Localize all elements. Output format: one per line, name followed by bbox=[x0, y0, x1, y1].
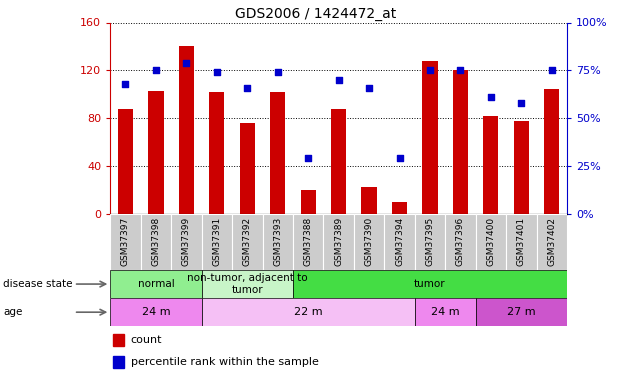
Bar bbox=[293, 270, 567, 298]
Text: disease state: disease state bbox=[3, 279, 72, 289]
Text: normal: normal bbox=[137, 279, 175, 289]
Bar bbox=[202, 270, 293, 298]
Bar bbox=[110, 270, 202, 298]
Text: GSM37392: GSM37392 bbox=[243, 216, 252, 266]
Text: non-tumor, adjacent to
tumor: non-tumor, adjacent to tumor bbox=[187, 273, 307, 295]
Bar bbox=[415, 214, 445, 270]
Bar bbox=[232, 214, 263, 270]
Text: 22 m: 22 m bbox=[294, 307, 323, 317]
Point bbox=[486, 94, 496, 100]
Bar bbox=[422, 61, 438, 214]
Point bbox=[181, 60, 192, 66]
Bar bbox=[148, 91, 164, 214]
Bar bbox=[483, 116, 498, 214]
Bar bbox=[113, 356, 124, 368]
Bar bbox=[202, 298, 415, 326]
Bar bbox=[110, 214, 140, 270]
Bar bbox=[140, 214, 171, 270]
Text: 24 m: 24 m bbox=[142, 307, 170, 317]
Text: GSM37395: GSM37395 bbox=[425, 216, 435, 266]
Text: GSM37396: GSM37396 bbox=[456, 216, 465, 266]
Text: GSM37402: GSM37402 bbox=[547, 216, 556, 266]
Point bbox=[151, 68, 161, 74]
Text: GSM37389: GSM37389 bbox=[334, 216, 343, 266]
Bar bbox=[476, 214, 506, 270]
Bar bbox=[476, 298, 567, 326]
Bar bbox=[179, 46, 194, 214]
Text: GSM37393: GSM37393 bbox=[273, 216, 282, 266]
Bar bbox=[209, 92, 224, 214]
Bar bbox=[202, 214, 232, 270]
Point bbox=[455, 68, 466, 74]
Bar bbox=[415, 298, 476, 326]
Point bbox=[273, 69, 283, 75]
Text: GSM37401: GSM37401 bbox=[517, 216, 526, 266]
Bar bbox=[263, 214, 293, 270]
Bar bbox=[537, 214, 567, 270]
Bar bbox=[171, 214, 202, 270]
Text: GSM37391: GSM37391 bbox=[212, 216, 221, 266]
Bar bbox=[293, 214, 323, 270]
Point bbox=[517, 100, 527, 106]
Point bbox=[394, 155, 404, 161]
Point bbox=[212, 69, 222, 75]
Text: 27 m: 27 m bbox=[507, 307, 536, 317]
Bar bbox=[362, 188, 377, 214]
Bar bbox=[544, 90, 559, 214]
Bar bbox=[323, 214, 354, 270]
Point bbox=[364, 84, 374, 90]
Bar bbox=[270, 92, 285, 214]
Text: percentile rank within the sample: percentile rank within the sample bbox=[131, 357, 319, 367]
Text: GSM37397: GSM37397 bbox=[121, 216, 130, 266]
Bar bbox=[239, 123, 255, 214]
Bar bbox=[513, 120, 529, 214]
Text: GDS2006 / 1424472_at: GDS2006 / 1424472_at bbox=[235, 7, 396, 21]
Bar bbox=[331, 109, 346, 214]
Text: GSM37394: GSM37394 bbox=[395, 216, 404, 266]
Text: GSM37399: GSM37399 bbox=[182, 216, 191, 266]
Text: count: count bbox=[131, 335, 163, 345]
Text: GSM37400: GSM37400 bbox=[486, 216, 495, 266]
Bar bbox=[118, 109, 133, 214]
Text: GSM37398: GSM37398 bbox=[151, 216, 161, 266]
Bar bbox=[110, 298, 202, 326]
Text: GSM37388: GSM37388 bbox=[304, 216, 312, 266]
Bar bbox=[453, 70, 468, 214]
Bar bbox=[301, 190, 316, 214]
Text: GSM37390: GSM37390 bbox=[365, 216, 374, 266]
Bar bbox=[384, 214, 415, 270]
Text: tumor: tumor bbox=[414, 279, 446, 289]
Bar bbox=[354, 214, 384, 270]
Point bbox=[243, 84, 253, 90]
Text: age: age bbox=[3, 307, 23, 317]
Point bbox=[303, 155, 313, 161]
Bar bbox=[445, 214, 476, 270]
Point bbox=[334, 77, 344, 83]
Point bbox=[547, 68, 557, 74]
Point bbox=[120, 81, 130, 87]
Text: 24 m: 24 m bbox=[431, 307, 459, 317]
Bar bbox=[506, 214, 537, 270]
Point bbox=[425, 68, 435, 74]
Bar bbox=[392, 202, 407, 214]
Bar bbox=[113, 334, 124, 346]
